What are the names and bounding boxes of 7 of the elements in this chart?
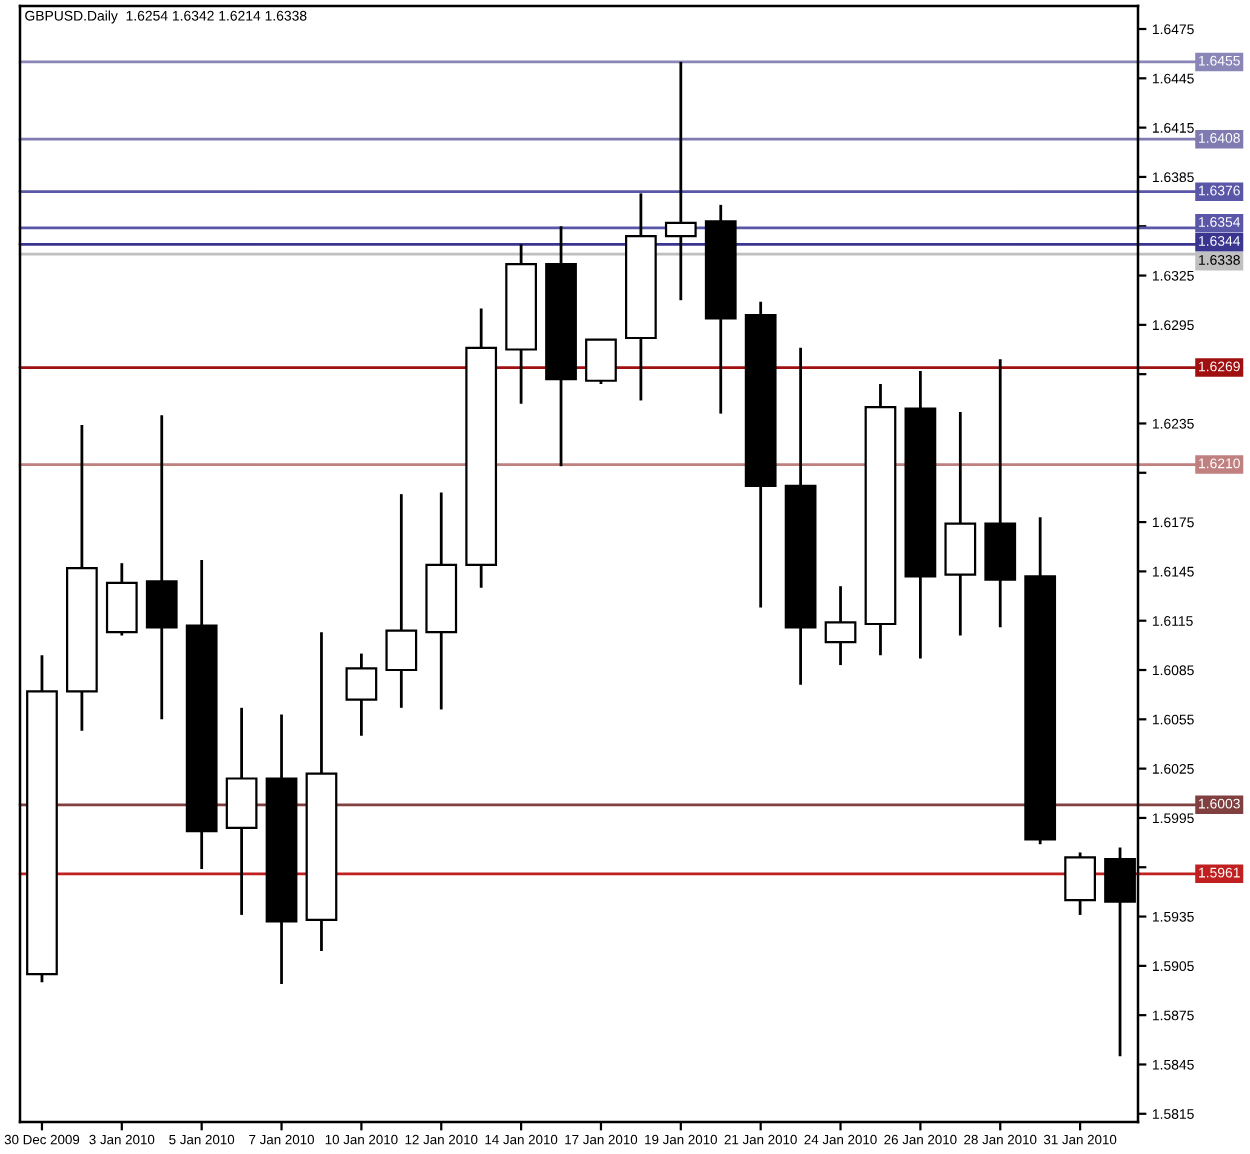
candlestick <box>1064 851 1096 917</box>
candlestick <box>664 60 697 302</box>
candlestick <box>824 584 857 667</box>
candlestick <box>385 492 418 710</box>
candlestick <box>585 338 617 386</box>
candlestick <box>345 652 378 738</box>
candlestick <box>145 413 178 721</box>
